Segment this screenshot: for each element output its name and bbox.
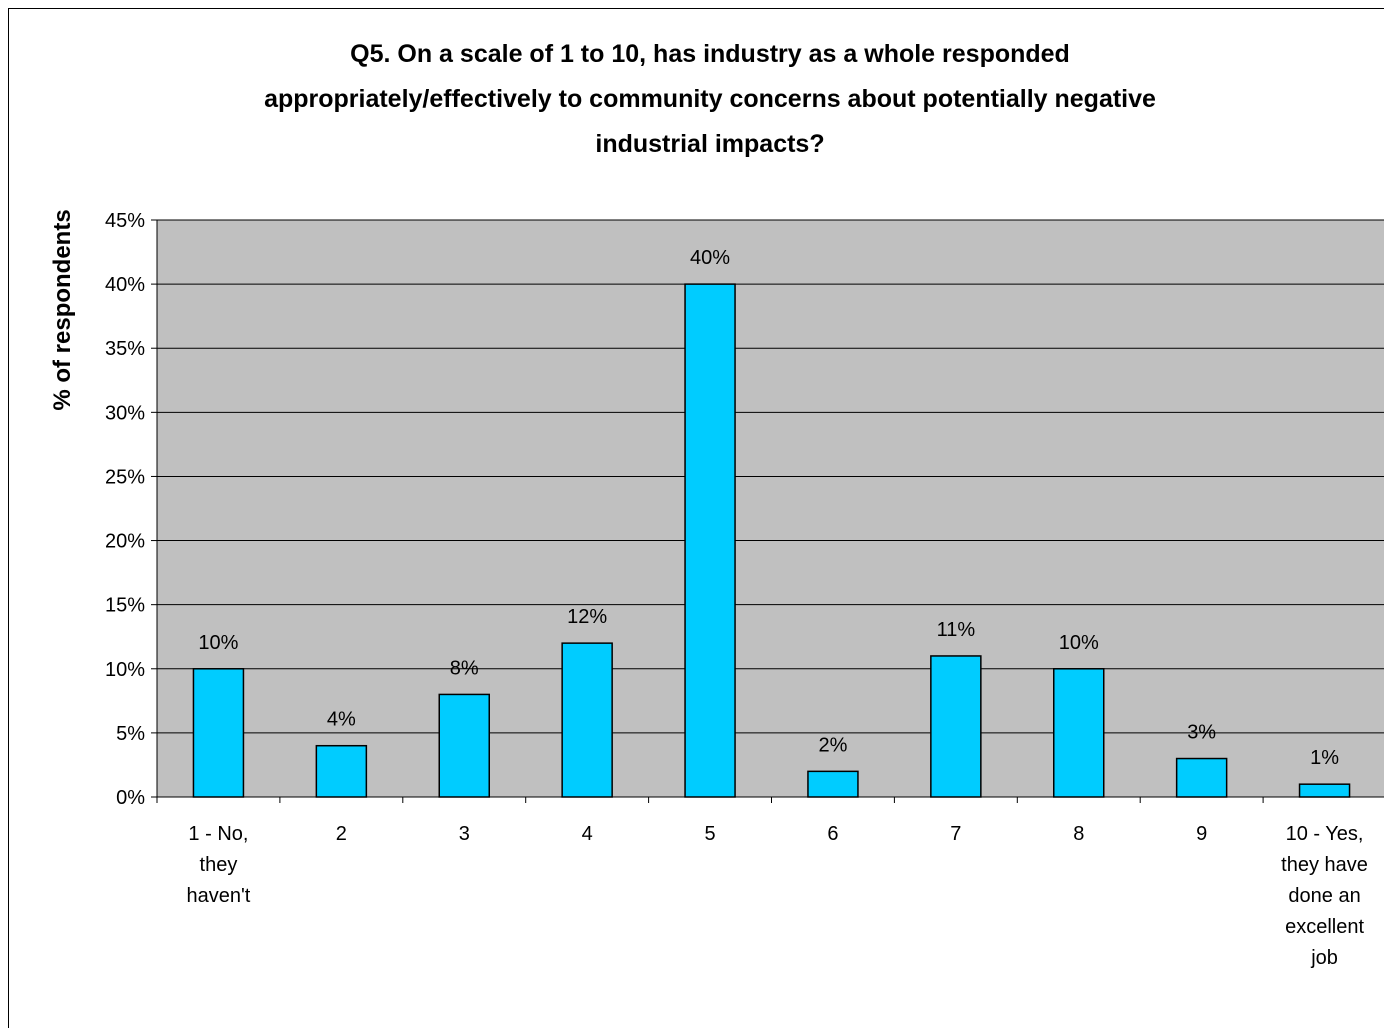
y-tick-label: 35% [105,338,145,360]
data-label: 11% [937,619,976,641]
plot-area [157,220,1384,797]
bar [315,744,368,798]
x-tick-label: they have [1281,854,1368,876]
x-tick-label: 2 [336,823,347,845]
data-label: 1% [1310,747,1339,769]
x-tick-label: 6 [827,823,838,845]
bar [438,693,490,798]
y-tick-label: 10% [105,659,145,681]
y-tick-label: 20% [105,531,145,553]
x-tick-label: 3 [459,823,470,845]
chart-title: Q5. On a scale of 1 to 10, has industry … [150,32,1270,167]
y-tick-label: 5% [116,723,145,745]
chart-title-line: industrial impacts? [595,130,825,158]
y-tick-label: 0% [116,787,145,809]
data-label: 2% [818,734,847,756]
bar [561,642,613,798]
y-tick-label: 45% [105,210,145,232]
x-tick-label: 8 [1073,823,1084,845]
x-tick-label: job [1310,947,1338,969]
data-label: 40% [690,247,730,269]
y-axis-title: % of respondents [49,209,76,410]
y-tick-label: 25% [105,466,145,488]
data-label: 4% [327,709,356,731]
data-label: 12% [567,606,607,628]
y-tick-label: 15% [105,595,145,617]
chart-title-line: Q5. On a scale of 1 to 10, has industry … [350,40,1070,68]
data-label: 10% [198,632,238,654]
x-tick-label: done an [1288,885,1360,907]
x-tick-label: 4 [582,823,593,845]
chart-title-line: appropriately/effectively to community c… [264,85,1156,113]
y-tick-label: 40% [105,274,145,296]
data-label: 10% [1059,632,1099,654]
x-tick-label: 7 [950,823,961,845]
bar [1053,668,1105,798]
x-tick-label: 9 [1196,823,1207,845]
bar [1175,757,1228,798]
bar [930,655,982,798]
data-label: 8% [450,657,479,679]
chart-frame [8,8,1384,1028]
bar [1298,783,1351,798]
bar [807,770,859,798]
data-label: 3% [1187,722,1216,744]
bar [192,668,245,798]
bar [684,283,736,798]
x-tick-label: 10 - Yes, [1286,823,1364,845]
x-tick-label: 5 [704,823,715,845]
x-tick-label: 1 - No, [188,823,248,845]
y-tick-label: 30% [105,402,145,424]
x-tick-label: excellent [1285,916,1364,938]
x-tick-label: haven't [187,885,251,907]
x-tick-label: they [200,854,238,876]
